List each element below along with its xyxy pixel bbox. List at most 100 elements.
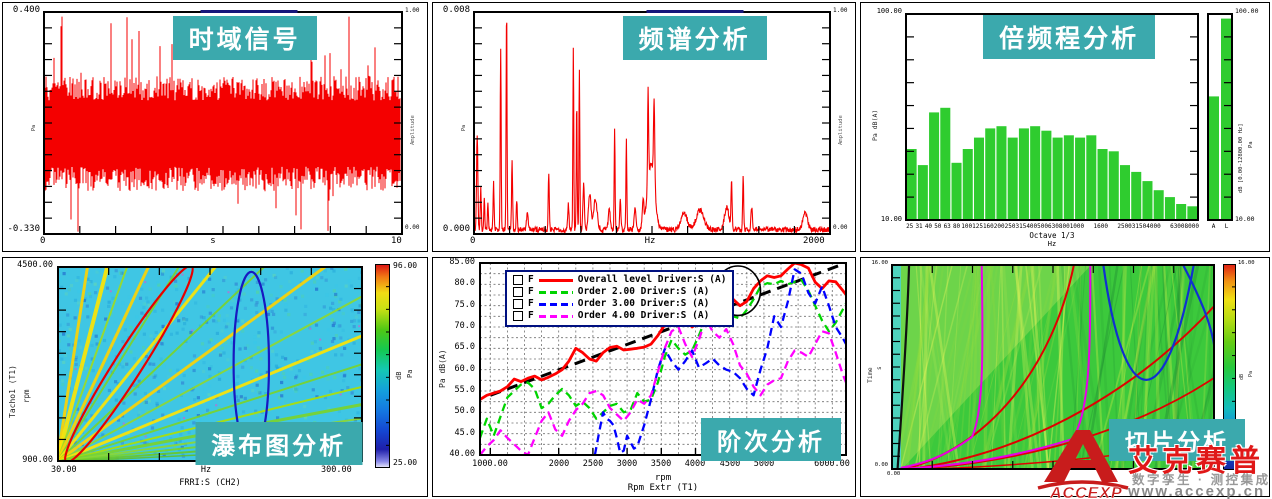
colorbar-unit-db: dB <box>395 371 403 380</box>
octave-x-tick: 125 <box>972 223 983 230</box>
x-min-label: 0 <box>40 236 46 246</box>
octave-x-tick: 1000 <box>1069 223 1085 230</box>
octave-bar <box>1187 206 1198 220</box>
waterfall-colorbar <box>375 264 390 468</box>
x-max-label: 300.00 <box>321 465 352 475</box>
octave-x-tick: 250 <box>1004 223 1016 230</box>
y-max-label: 16.00 <box>871 260 888 266</box>
octave-bar <box>1142 181 1153 220</box>
order-x-tick: 3000 <box>616 459 638 469</box>
x-sublabel: FRRI:S (CH2) <box>179 478 241 488</box>
colorbar-unit-pa: Pa <box>406 369 414 378</box>
octave-bar <box>973 137 985 220</box>
order-y-tick: 65.0 <box>454 342 475 352</box>
octave-bar <box>1119 165 1131 220</box>
y-min-label: 10.00 <box>880 215 902 223</box>
x-min-label: 0.00 <box>887 471 901 477</box>
y-max-label: 0.400 <box>12 5 40 15</box>
slice-colormap <box>891 264 1215 470</box>
octave-x-tick: 800 <box>1058 223 1070 230</box>
colorbar-max: 16.00 <box>1238 260 1255 266</box>
octave-x-tick: 100 <box>961 223 973 230</box>
x-axis-label: rpm <box>654 473 672 483</box>
slice-colorbar <box>1223 264 1236 470</box>
legend-check-label: F <box>528 297 534 309</box>
right-axis-label: Amplitude <box>838 115 844 145</box>
x-min-label: 0 <box>470 236 476 246</box>
legend-checkbox[interactable] <box>513 299 523 310</box>
panel-title-badge: 时域信号 <box>172 16 317 60</box>
order-legend: F Overall level Driver:S (A) F Order 2.00 D… <box>505 270 735 327</box>
y-max-label: 0.008 <box>442 5 470 15</box>
x-axis-label: Octave 1/3 <box>1029 231 1075 240</box>
x-axis-unit: Hz <box>1047 240 1057 248</box>
order-x-tick: 4500 <box>719 459 741 469</box>
legend-check-label: F <box>528 285 534 297</box>
x-sublabel: Rpm Extr (T1) <box>627 483 699 493</box>
legend-checkbox[interactable] <box>513 275 523 286</box>
order-y-tick: 60.0 <box>454 364 475 374</box>
x-max-label: 10 <box>391 236 402 246</box>
octave-bar <box>1097 149 1108 220</box>
slice-cursor-curve <box>900 265 984 469</box>
slice-cursor-curve <box>900 304 1214 469</box>
right-axis-label: Amplitude <box>410 115 416 145</box>
panel-slice: 16.00 0.00 Time s 0.00 16.00 0.00 dB Pa … <box>860 257 1270 497</box>
overall-bar-label: A <box>1211 223 1216 230</box>
octave-x-tick: 40 <box>924 223 933 230</box>
order-y-tick: 85.00 <box>449 257 475 267</box>
octave-x-tick: 63 <box>943 223 951 230</box>
octave-x-tick: 31 <box>915 223 923 230</box>
slice-cursor-curve <box>896 265 911 469</box>
x-unit-label: Hz <box>200 465 212 475</box>
order-y-tick: 40.00 <box>449 449 475 459</box>
y-axis-unit: rpm <box>22 389 31 403</box>
order-curve <box>480 318 846 455</box>
x-max-label: 2000 <box>803 236 825 246</box>
legend-check-label: F <box>528 309 534 321</box>
octave-x-tick: 8000 <box>1184 223 1199 230</box>
octave-x-tick: 500 <box>1037 223 1048 230</box>
octave-bar <box>951 162 962 220</box>
panel-title-badge: 频谱分析 <box>622 16 767 60</box>
order-y-tick: 55.0 <box>454 385 475 395</box>
order-x-tick: 5000 <box>753 459 775 469</box>
overall-bar-label: L <box>1224 223 1229 230</box>
panel-title-badge: 切片分析 <box>1109 419 1245 461</box>
octave-x-tick: 6300 <box>1170 223 1185 230</box>
octave-bar <box>1131 171 1142 220</box>
order-x-tick: 2000 <box>548 459 570 469</box>
octave-x-tick <box>1108 223 1117 230</box>
right-axis-max: 100.00 <box>1235 7 1259 15</box>
octave-bar <box>929 112 940 220</box>
y-axis-label: Time <box>866 367 874 383</box>
colorbar-unit-pa: Pa <box>1248 370 1254 377</box>
octave-bar <box>1075 137 1086 220</box>
y-min-label: 900.00 <box>22 455 53 465</box>
legend-label: Order 3.00 Driver:S (A) <box>577 297 710 309</box>
x-unit-label: Hz <box>644 236 656 246</box>
legend-item: F Order 4.00 Driver:S (A) <box>513 309 726 322</box>
right-axis-max: 1.00 <box>833 7 848 14</box>
right-axis-max: 1.00 <box>405 7 420 14</box>
legend-checkbox[interactable] <box>513 311 523 322</box>
panel-waterfall: 4500.00 900.00 Tacho1 (T1) rpm 30.00 Hz … <box>2 257 428 497</box>
y-unit-label: Pa <box>461 124 467 131</box>
octave-x-tick: 630 <box>1048 223 1059 230</box>
octave-x-tick: 315 <box>1015 223 1027 230</box>
octave-x-tick: 1600 <box>1093 223 1108 230</box>
octave-bar <box>996 126 1007 220</box>
octave-x-tick: 3150 <box>1131 223 1147 230</box>
octave-bar <box>1007 137 1018 220</box>
legend-label: Order 4.00 Driver:S (A) <box>577 309 710 321</box>
legend-item: F Overall level Driver:S (A) <box>513 274 726 286</box>
red-ellipse-annotation <box>64 267 194 461</box>
y-min-label: 0.000 <box>442 224 470 234</box>
legend-checkbox[interactable] <box>513 287 523 298</box>
octave-bar <box>962 149 973 220</box>
colorbar-min: 25.00 <box>393 458 418 467</box>
y-axis-label: Pa dB(A) <box>871 109 879 141</box>
navy-strip <box>200 10 298 13</box>
order-x-tick: 3500 <box>650 459 672 469</box>
